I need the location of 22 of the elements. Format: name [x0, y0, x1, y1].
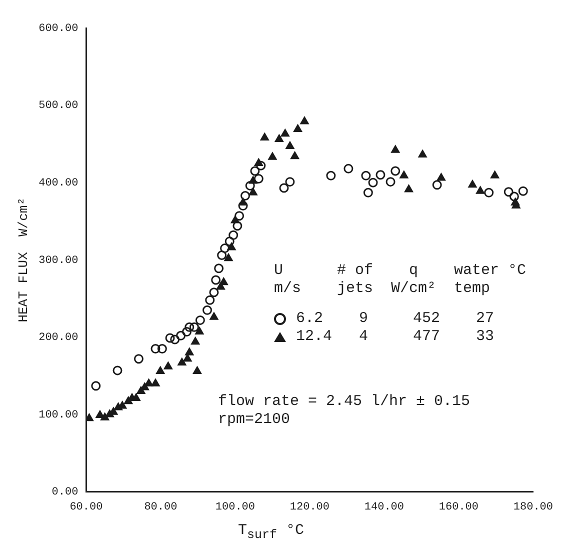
legend-label: 12.4 4 477 33	[296, 328, 494, 346]
legend-label: 6.2 9 452 27	[296, 310, 494, 328]
x-tick-label: 160.00	[438, 501, 479, 514]
x-tick-label: 180.00	[513, 501, 553, 514]
annotation: rpm=2100	[218, 411, 292, 429]
x-axis-title: T$_{surf}$ °C	[238, 522, 304, 544]
x-tick-label: 120.00	[290, 501, 330, 514]
y-tick-label: 100.00	[38, 409, 78, 422]
annotation: flow rate = 2.45 l/hr ± 0.15	[218, 393, 470, 411]
x-tick-label: 140.00	[364, 501, 404, 514]
x-tick-label: 60.00	[70, 501, 103, 514]
y-tick-label: 0.00	[52, 486, 78, 499]
annotation: m/s jets W/cm² temp	[274, 280, 491, 298]
y-tick-label: 500.00	[38, 100, 78, 112]
x-tick-label: 100.00	[215, 501, 256, 514]
y-axis-title: HEAT FLUX W/cm²	[16, 197, 32, 322]
y-tick-label: 400.00	[38, 178, 78, 190]
y-tick-label: 600.00	[38, 22, 78, 35]
y-tick-label: 200.00	[38, 332, 78, 344]
annotation: U # of q water °C	[274, 262, 526, 280]
x-tick-label: 80.00	[144, 501, 178, 514]
y-tick-label: 300.00	[38, 254, 78, 267]
